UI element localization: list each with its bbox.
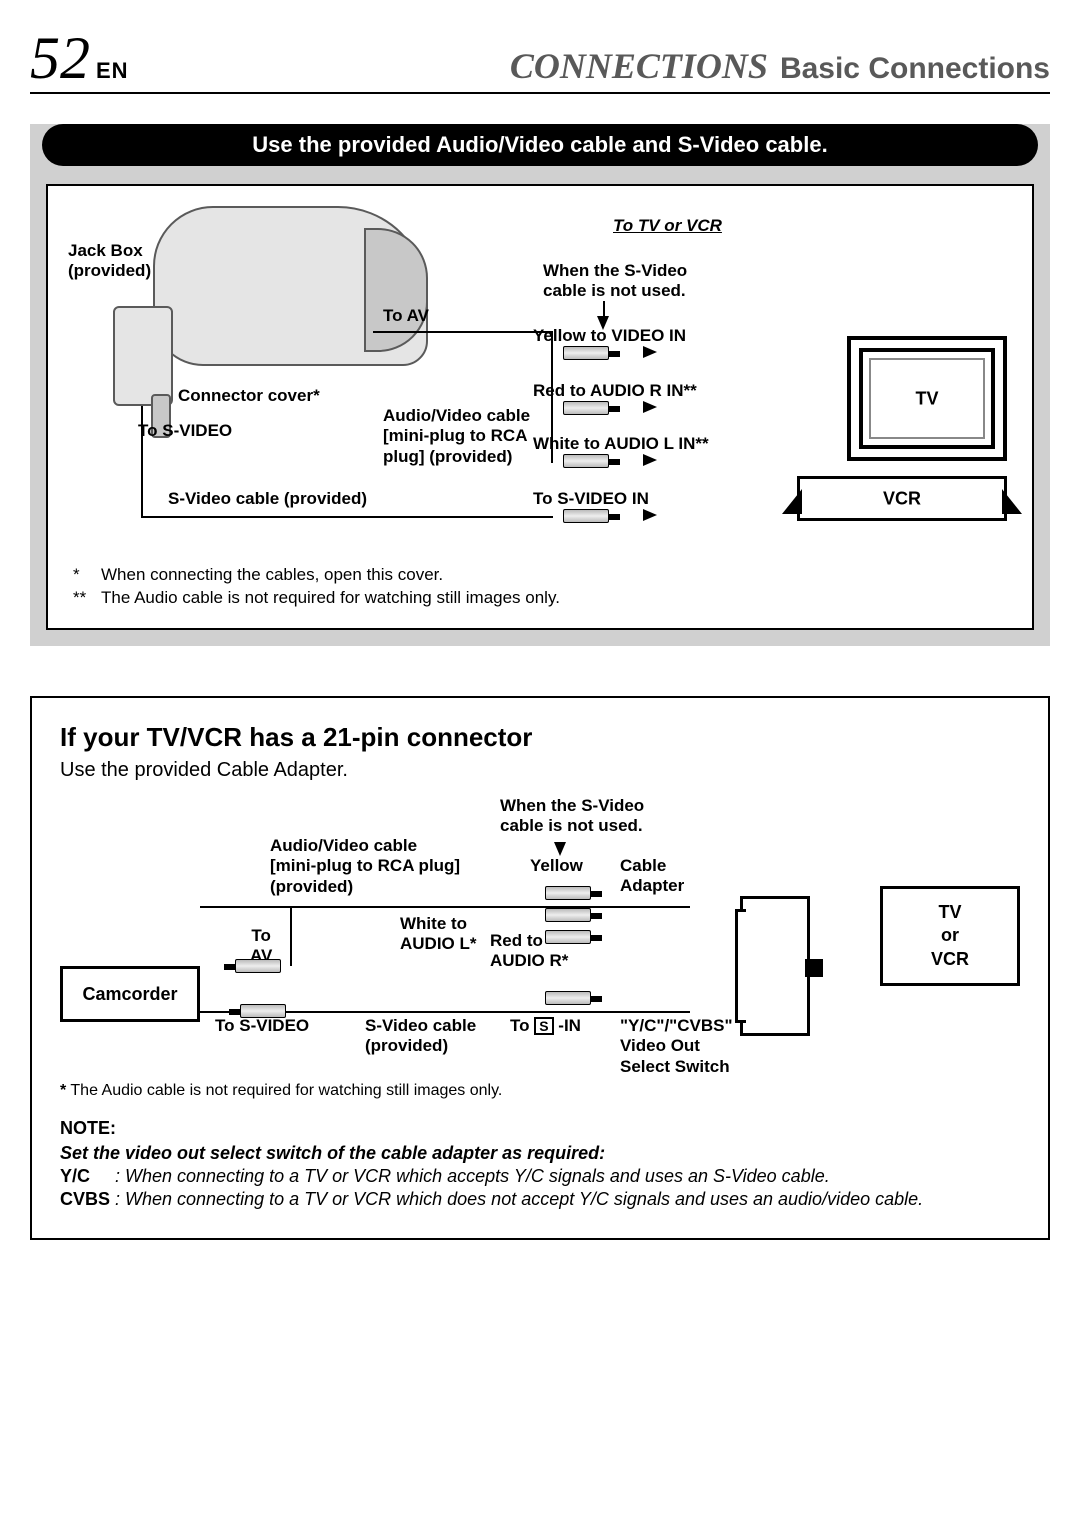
plug2-sv bbox=[240, 1004, 286, 1018]
plug-yellow bbox=[563, 346, 609, 360]
line-svideo-v bbox=[141, 406, 143, 518]
line2-top bbox=[200, 906, 690, 908]
label-svideo-cable: S-Video cable (provided) bbox=[168, 489, 367, 509]
page-header: 52 EN CONNECTIONS Basic Connections bbox=[30, 28, 1050, 94]
label2-white: White to AUDIO L* bbox=[400, 914, 477, 955]
footnote2-text: The Audio cable is not required for watc… bbox=[101, 588, 560, 607]
vcr-label: VCR bbox=[883, 488, 921, 509]
line-av bbox=[373, 331, 553, 333]
arrow-down bbox=[597, 316, 609, 330]
section-subtitle: Basic Connections bbox=[780, 52, 1050, 86]
box2-footnote: * The Audio cable is not required for wa… bbox=[60, 1082, 1020, 1100]
label-yellow: Yellow to VIDEO IN bbox=[533, 326, 686, 346]
footnote1-mark: * bbox=[73, 564, 101, 587]
camcorder-illustration bbox=[153, 206, 428, 366]
plug2-svin bbox=[545, 991, 591, 1005]
label2-to-svideo: To S-VIDEO bbox=[215, 1016, 309, 1036]
label-to-av: To AV bbox=[383, 306, 429, 326]
diagram-2-stage: When the S-Video cable is not used. Audi… bbox=[60, 796, 1020, 1076]
label2-av-cable: Audio/Video cable [mini-plug to RCA plug… bbox=[270, 836, 460, 897]
plug2-white bbox=[545, 908, 591, 922]
diagram-1-stage: Jack Box (provided) To AV Connector cove… bbox=[73, 206, 1007, 546]
note-heading: NOTE: bbox=[60, 1118, 1020, 1139]
label2-cable-adapter: Cable Adapter bbox=[620, 856, 684, 897]
label2-yellow: Yellow bbox=[530, 856, 583, 876]
tv-label: TV bbox=[915, 388, 938, 409]
instruction-bar: Use the provided Audio/Video cable and S… bbox=[42, 124, 1038, 166]
arrow2-down bbox=[554, 842, 566, 856]
box2-heading: If your TV/VCR has a 21-pin connector bbox=[60, 722, 1020, 753]
camcorder-box: Camcorder bbox=[60, 966, 200, 1022]
plug-svideo bbox=[563, 509, 609, 523]
label-red: Red to AUDIO R IN** bbox=[533, 381, 697, 401]
section-title: CONNECTIONS bbox=[510, 45, 768, 87]
label-jack-box: Jack Box (provided) bbox=[68, 241, 151, 282]
note-yc: Y/C: When connecting to a TV or VCR whic… bbox=[60, 1166, 1020, 1187]
arrow-svideo bbox=[643, 509, 657, 521]
diagram-1-frame: Jack Box (provided) To AV Connector cove… bbox=[46, 184, 1034, 630]
vcr-box: VCR bbox=[797, 476, 1007, 521]
arrow-red bbox=[643, 401, 657, 413]
plug2-red bbox=[545, 930, 591, 944]
label2-when-not-used: When the S-Video cable is not used. bbox=[500, 796, 644, 837]
label-av-cable: Audio/Video cable [mini-plug to RCA plug… bbox=[383, 406, 530, 467]
plug2-yellow bbox=[545, 886, 591, 900]
note-set: Set the video out select switch of the c… bbox=[60, 1143, 1020, 1164]
box2-subheading: Use the provided Cable Adapter. bbox=[60, 759, 1020, 782]
tv-box: TV bbox=[847, 336, 1007, 461]
label-white: White to AUDIO L IN** bbox=[533, 434, 709, 454]
diagram-1-footnotes: *When connecting the cables, open this c… bbox=[73, 564, 1007, 610]
line-svideo bbox=[143, 516, 553, 518]
footnote2-mark: ** bbox=[73, 587, 101, 610]
arrow-yellow bbox=[643, 346, 657, 358]
plug-red bbox=[563, 401, 609, 415]
page-number: 52 bbox=[30, 28, 90, 88]
arrow-white bbox=[643, 454, 657, 466]
footnote1-text: When connecting the cables, open this co… bbox=[101, 565, 443, 584]
line2-av-down bbox=[290, 906, 292, 966]
header-right: CONNECTIONS Basic Connections bbox=[510, 45, 1050, 87]
page-lang: EN bbox=[96, 58, 129, 84]
tv-vcr-box: TV or VCR bbox=[880, 886, 1020, 986]
label-when-not-used: When the S-Video cable is not used. bbox=[543, 261, 687, 302]
label-connector-cover: Connector cover* bbox=[178, 386, 320, 406]
plug2-av bbox=[235, 959, 281, 973]
diagram-2-container: If your TV/VCR has a 21-pin connector Us… bbox=[30, 696, 1050, 1240]
plug-white bbox=[563, 454, 609, 468]
diagram-1-container: Use the provided Audio/Video cable and S… bbox=[30, 124, 1050, 646]
label-to-tv-vcr: To TV or VCR bbox=[613, 216, 722, 236]
jackbox-illustration bbox=[113, 306, 173, 406]
cable-adapter-box bbox=[740, 896, 810, 1036]
label2-svideo-cable: S-Video cable (provided) bbox=[365, 1016, 476, 1057]
line-av-v bbox=[551, 331, 553, 463]
label2-select-switch: "Y/C"/"CVBS" Video Out Select Switch bbox=[620, 1016, 733, 1077]
note-cvbs: CVBS: When connecting to a TV or VCR whi… bbox=[60, 1189, 1020, 1210]
label-to-svideo: To S-VIDEO bbox=[138, 421, 232, 441]
label-to-svideo-in: To S-VIDEO IN bbox=[533, 489, 649, 509]
label2-to-s-in: To S -IN bbox=[510, 1016, 581, 1036]
